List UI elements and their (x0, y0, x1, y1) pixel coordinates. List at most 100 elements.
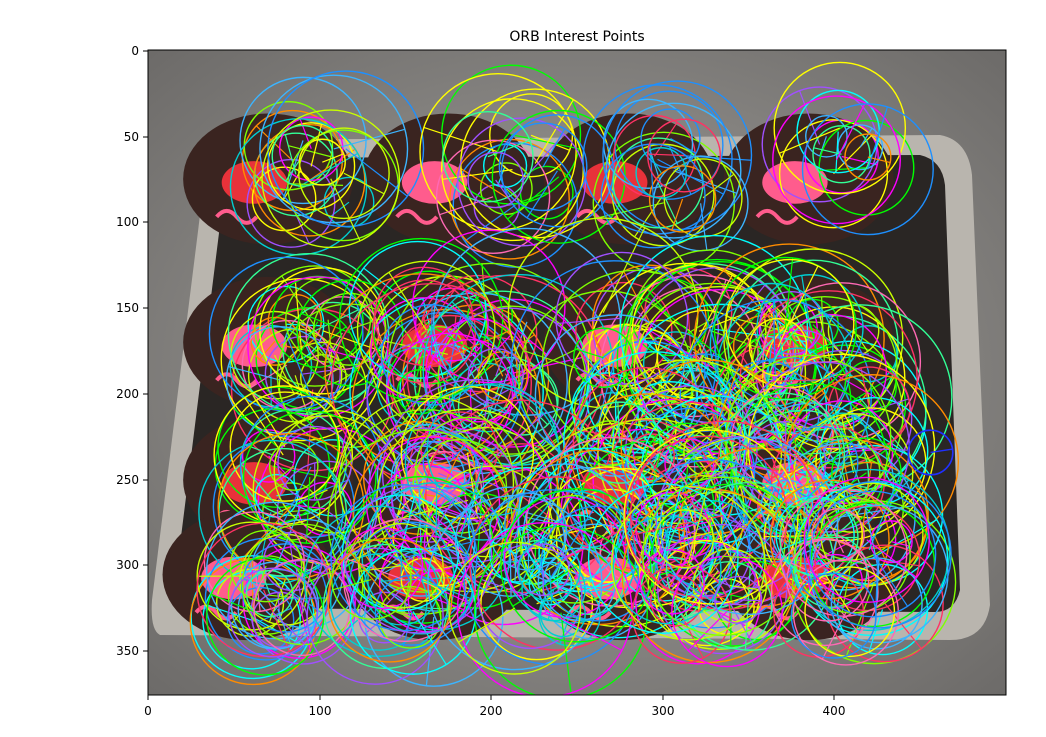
keypoint-orientation (670, 137, 697, 154)
keypoint-orientation (412, 611, 447, 665)
keypoint-circle (267, 122, 356, 211)
y-tick-label: 150 (116, 301, 139, 315)
keypoint-circle (298, 127, 390, 220)
keypoint-circle (803, 480, 952, 629)
keypoint-orientation (872, 553, 909, 607)
keypoint-circle (206, 557, 325, 676)
keypoint-orientation (646, 443, 664, 509)
keypoint-orientation (330, 178, 361, 242)
keypoint-circle (370, 297, 477, 404)
keypoint-orientation (602, 227, 646, 314)
keypoint-orientation (562, 613, 585, 621)
keypoint-circle (425, 318, 530, 423)
keypoint-orientation (277, 608, 292, 647)
keypoint-orientation (707, 451, 724, 472)
keypoint-circle (602, 80, 753, 231)
keypoint-orientation (388, 271, 427, 331)
keypoint-orientation (288, 145, 332, 158)
keypoint-orientation (459, 476, 506, 487)
keypoint-orientation (364, 617, 385, 635)
keypoint-circle (790, 572, 877, 659)
keypoint-orientation (291, 508, 320, 513)
keypoint-orientation (300, 385, 324, 424)
keypoint-orientation (884, 603, 922, 650)
keypoint-orientation (784, 257, 794, 329)
keypoint-orientation (646, 296, 721, 358)
keypoint-circle (578, 401, 661, 484)
keypoint-orientation (418, 488, 422, 543)
keypoint-circle (228, 567, 319, 658)
keypoint-orientation (821, 612, 847, 660)
keypoint-orientation (891, 541, 912, 548)
keypoint-orientation (740, 354, 776, 408)
keypoint-circle (812, 125, 871, 184)
keypoint-circle (772, 95, 901, 225)
keypoint-orientation (448, 396, 454, 459)
keypoint-circle (786, 538, 870, 622)
keypoint-circle (655, 435, 825, 606)
keypoint-orientation (433, 303, 478, 384)
keypoint-circle (419, 274, 538, 393)
keypoint-circle (765, 347, 830, 413)
keypoint-orientation (272, 612, 306, 645)
keypoint-orientation (617, 402, 621, 443)
keypoint-orientation (279, 466, 312, 531)
keypoint-circle (229, 391, 341, 502)
keypoint-orientation (818, 538, 856, 560)
keypoint-orientation (672, 521, 709, 530)
keypoint-circle (844, 133, 892, 181)
icing-swirl (395, 208, 439, 225)
keypoint-orientation (707, 365, 740, 448)
keypoint-orientation (859, 127, 873, 148)
keypoint-orientation (274, 354, 295, 395)
keypoint-orientation (386, 360, 417, 388)
keypoint-circle (385, 332, 514, 460)
icing-swirl (575, 372, 619, 389)
keypoint-orientation (522, 399, 549, 426)
keypoint-orientation (244, 397, 284, 456)
keypoint-circle (762, 306, 906, 450)
keypoint-orientation (816, 494, 845, 554)
keypoint-circle (809, 490, 937, 618)
keypoint-orientation (488, 305, 548, 356)
keypoint-orientation (820, 452, 857, 464)
keypoint-circle (250, 316, 300, 366)
keypoint-orientation (308, 148, 356, 181)
keypoint-circle (907, 429, 954, 476)
keypoint-circle (252, 123, 366, 237)
keypoint-circle (338, 237, 504, 403)
keypoint-circle (457, 117, 587, 247)
keypoint-circle (548, 466, 665, 583)
y-tick-label: 300 (116, 558, 139, 572)
keypoint-circle (259, 74, 409, 224)
keypoint-orientation (421, 579, 472, 600)
keypoint-circle (623, 429, 799, 605)
keypoint-orientation (285, 333, 315, 406)
keypoint-circle (404, 383, 562, 541)
keypoint-circle (836, 563, 929, 656)
keypoint-orientation (322, 330, 383, 353)
keypoint-circle (435, 139, 551, 255)
keypoint-circle (198, 439, 344, 586)
keypoint-orientation (671, 198, 684, 231)
keypoint-circle (624, 435, 788, 599)
keypoint-circle (422, 273, 615, 466)
keypoint-orientation (721, 555, 801, 562)
keypoint-orientation (656, 592, 708, 608)
icing-heart (401, 161, 468, 204)
keypoint-orientation (674, 463, 690, 484)
keypoint-orientation (841, 155, 878, 166)
keypoint-circle (788, 468, 951, 632)
keypoint-orientation (562, 541, 619, 621)
keypoint-circle (831, 437, 902, 509)
keypoint-orientation (397, 349, 424, 397)
keypoint-orientation (298, 505, 326, 510)
keypoint-orientation (272, 465, 329, 479)
keypoint-orientation (684, 531, 713, 540)
keypoint-orientation (268, 579, 286, 623)
keypoint-circle (467, 151, 524, 209)
keypoint-orientation (294, 560, 304, 613)
keypoint-circle (539, 591, 586, 638)
keypoint-circle (363, 547, 504, 687)
keypoint-circle (629, 420, 820, 611)
